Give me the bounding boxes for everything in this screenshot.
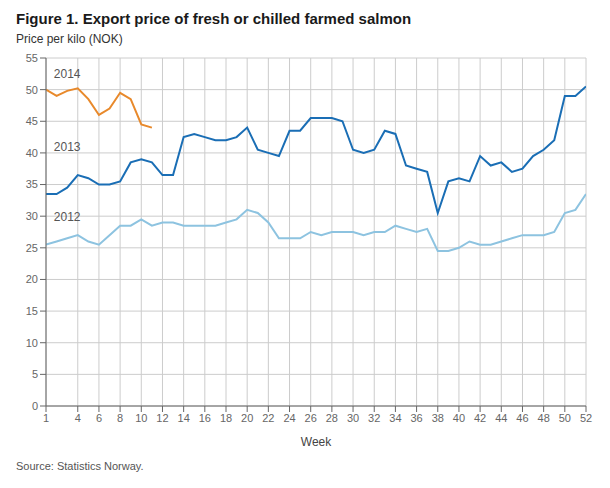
- svg-text:18: 18: [220, 412, 232, 424]
- svg-text:26: 26: [305, 412, 317, 424]
- svg-text:2012: 2012: [54, 210, 81, 224]
- svg-text:8: 8: [117, 412, 123, 424]
- html-text:Source: Statistics Norway.: Source: Statistics Norway.: [16, 460, 144, 472]
- svg-text:30: 30: [26, 210, 38, 222]
- svg-text:15: 15: [26, 305, 38, 317]
- svg-text:46: 46: [516, 412, 528, 424]
- svg-text:Week: Week: [301, 435, 332, 449]
- html-text:Figure 1. Export price of fres: Figure 1. Export price of fresh or chill…: [16, 10, 412, 27]
- svg-text:12: 12: [156, 412, 168, 424]
- svg-text:55: 55: [26, 52, 38, 64]
- svg-text:50: 50: [559, 412, 571, 424]
- svg-text:42: 42: [474, 412, 486, 424]
- svg-text:14: 14: [178, 412, 190, 424]
- svg-text:32: 32: [368, 412, 380, 424]
- svg-text:2013: 2013: [54, 140, 81, 154]
- svg-text:50: 50: [26, 84, 38, 96]
- svg-text:5: 5: [32, 368, 38, 380]
- svg-text:28: 28: [326, 412, 338, 424]
- svg-text:16: 16: [199, 412, 211, 424]
- svg-text:40: 40: [26, 147, 38, 159]
- svg-text:10: 10: [26, 337, 38, 349]
- svg-text:45: 45: [26, 115, 38, 127]
- svg-text:1: 1: [43, 412, 49, 424]
- svg-text:20: 20: [241, 412, 253, 424]
- svg-text:10: 10: [135, 412, 147, 424]
- svg-text:38: 38: [432, 412, 444, 424]
- svg-text:44: 44: [495, 412, 507, 424]
- svg-text:36: 36: [410, 412, 422, 424]
- svg-text:0: 0: [32, 400, 38, 412]
- svg-text:6: 6: [96, 412, 102, 424]
- svg-text:2014: 2014: [54, 67, 81, 81]
- svg-text:20: 20: [26, 273, 38, 285]
- svg-text:25: 25: [26, 242, 38, 254]
- svg-text:4: 4: [75, 412, 81, 424]
- svg-text:24: 24: [283, 412, 295, 424]
- svg-text:52: 52: [580, 412, 592, 424]
- svg-text:34: 34: [389, 412, 401, 424]
- html-text:Price per kilo (NOK): Price per kilo (NOK): [16, 32, 123, 46]
- svg-text:48: 48: [538, 412, 550, 424]
- svg-text:35: 35: [26, 178, 38, 190]
- svg-text:22: 22: [262, 412, 274, 424]
- svg-text:40: 40: [453, 412, 465, 424]
- svg-text:30: 30: [347, 412, 359, 424]
